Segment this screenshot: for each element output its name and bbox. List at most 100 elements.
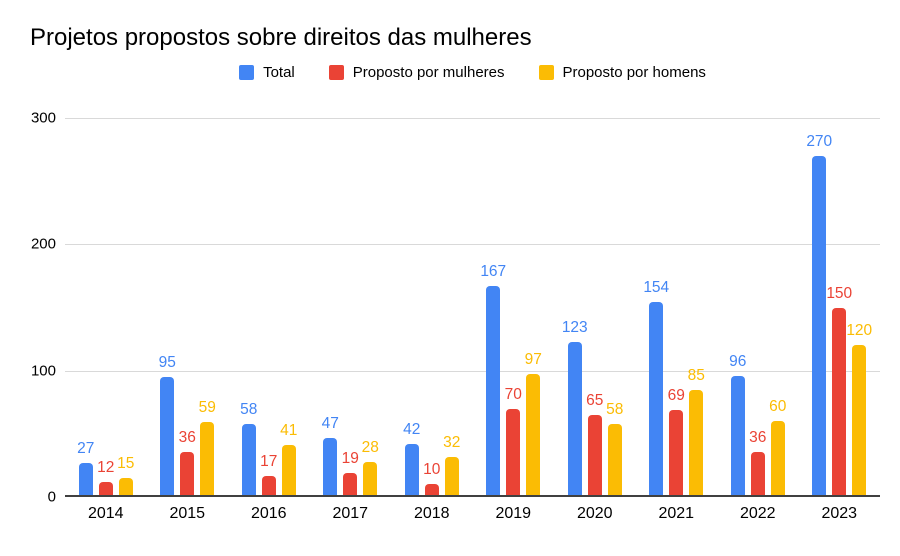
y-tick-label-300: 300 bbox=[30, 109, 56, 127]
bar-proposto-por-mulheres-2020: 65 bbox=[586, 392, 603, 497]
bar-group-2014: 27 12 15 bbox=[65, 118, 147, 497]
bar-proposto-por-mulheres-2023: 150 bbox=[826, 285, 852, 497]
bar-value-label: 167 bbox=[480, 263, 507, 281]
gridline-200 bbox=[65, 244, 880, 246]
bar-groups: 27 12 15 95 36 59 58 17 41 47 19 28 42 10 32 167 70 97 123… bbox=[65, 118, 880, 497]
bar-value-label: 65 bbox=[586, 391, 604, 409]
bar-value-label: 85 bbox=[687, 366, 705, 384]
gridline-300 bbox=[65, 118, 880, 119]
bar-value-label: 32 bbox=[443, 433, 461, 451]
legend-item-proposto-por-homens: Proposto por homens bbox=[538, 64, 706, 81]
bar-proposto-por-homens-2015: 59 bbox=[199, 399, 216, 497]
plot-area: 27 12 15 95 36 59 58 17 41 47 19 28 42 10 32 167 70 97 123… bbox=[65, 118, 880, 497]
x-tick-label-2014: 2014 bbox=[87, 505, 124, 522]
x-tick-label-2017: 2017 bbox=[332, 505, 369, 522]
bar-group-2023: 270 150 120 bbox=[799, 118, 881, 497]
chart-title: Projetos propostos sobre direitos das mu… bbox=[30, 24, 532, 51]
bar-proposto-por-mulheres-2014: 12 bbox=[97, 459, 114, 497]
bar-total-2022: 96 bbox=[729, 353, 746, 497]
bar-value-label: 17 bbox=[260, 452, 278, 470]
legend-label: Proposto por mulheres bbox=[352, 64, 505, 81]
bar-group-2017: 47 19 28 bbox=[310, 118, 392, 497]
y-axis: 0 100 200 300 bbox=[0, 110, 56, 506]
bar-value-label: 47 bbox=[321, 414, 339, 432]
bar-group-2020: 123 65 58 bbox=[554, 118, 636, 497]
bar-value-label: 270 bbox=[806, 132, 833, 150]
x-tick-label-2018: 2018 bbox=[413, 505, 450, 522]
legend-swatch-icon bbox=[328, 65, 344, 80]
bar-total-2021: 154 bbox=[643, 279, 669, 497]
bar-value-label: 28 bbox=[361, 438, 379, 456]
y-tick-label-200: 200 bbox=[30, 235, 56, 253]
y-tick-label-0: 0 bbox=[47, 488, 56, 506]
x-axis-baseline bbox=[65, 495, 880, 497]
bar-value-label: 42 bbox=[403, 420, 421, 438]
bar-value-label: 120 bbox=[846, 322, 873, 340]
bar-value-label: 70 bbox=[504, 385, 522, 403]
bar-value-label: 12 bbox=[97, 458, 115, 476]
bar-total-2017: 47 bbox=[322, 415, 339, 497]
bar-proposto-por-homens-2022: 60 bbox=[769, 398, 786, 497]
bar-value-label: 36 bbox=[749, 428, 767, 446]
bar-proposto-por-homens-2014: 15 bbox=[117, 455, 134, 497]
bar-proposto-por-homens-2021: 85 bbox=[688, 367, 705, 497]
bar-proposto-por-mulheres-2017: 19 bbox=[342, 450, 359, 497]
bar-value-label: 60 bbox=[769, 398, 787, 416]
bar-group-2019: 167 70 97 bbox=[473, 118, 555, 497]
legend-swatch-icon bbox=[239, 65, 255, 80]
legend-item-total: Total bbox=[239, 64, 295, 81]
bar-group-2021: 154 69 85 bbox=[636, 118, 718, 497]
bar-proposto-por-homens-2017: 28 bbox=[362, 439, 379, 497]
x-tick-label-2021: 2021 bbox=[658, 505, 695, 522]
bar-value-label: 69 bbox=[667, 386, 685, 404]
x-tick-label-2023: 2023 bbox=[821, 505, 858, 522]
bar-group-2016: 58 17 41 bbox=[228, 118, 310, 497]
x-tick-label-2022: 2022 bbox=[739, 505, 776, 522]
bar-value-label: 97 bbox=[524, 351, 542, 369]
bar-total-2019: 167 bbox=[480, 263, 506, 497]
bar-total-2015: 95 bbox=[159, 354, 176, 497]
gridline-100 bbox=[65, 370, 880, 372]
bar-value-label: 154 bbox=[643, 279, 670, 297]
bar-proposto-por-mulheres-2015: 36 bbox=[179, 429, 196, 497]
bar-value-label: 41 bbox=[280, 422, 298, 440]
bar-proposto-por-mulheres-2016: 17 bbox=[260, 453, 277, 497]
bar-proposto-por-homens-2016: 41 bbox=[280, 422, 297, 497]
bar-value-label: 123 bbox=[561, 318, 588, 336]
legend: Total Proposto por mulheres Proposto por h… bbox=[65, 64, 880, 81]
bar-proposto-por-homens-2018: 32 bbox=[443, 434, 460, 497]
bar-total-2020: 123 bbox=[562, 319, 588, 497]
legend-item-proposto-por-mulheres: Proposto por mulheres bbox=[328, 64, 505, 81]
x-axis: 2014 2015 2016 2017 2018 2019 2020 2021 2022 2023 bbox=[65, 505, 880, 523]
bar-value-label: 27 bbox=[77, 439, 95, 457]
bar-total-2018: 42 bbox=[403, 421, 420, 497]
bar-value-label: 59 bbox=[198, 399, 216, 417]
x-tick-label-2019: 2019 bbox=[495, 505, 532, 522]
bar-proposto-por-homens-2023: 120 bbox=[846, 322, 872, 497]
bar-total-2014: 27 bbox=[77, 440, 94, 497]
x-tick-label-2015: 2015 bbox=[169, 505, 206, 522]
y-tick-label-100: 100 bbox=[30, 362, 56, 380]
bar-total-2016: 58 bbox=[240, 401, 257, 497]
bar-group-2015: 95 36 59 bbox=[147, 118, 229, 497]
bar-group-2022: 96 36 60 bbox=[717, 118, 799, 497]
bar-proposto-por-mulheres-2022: 36 bbox=[749, 429, 766, 497]
bar-proposto-por-mulheres-2021: 69 bbox=[668, 387, 685, 497]
bar-proposto-por-mulheres-2019: 70 bbox=[505, 386, 522, 497]
legend-label: Proposto por homens bbox=[562, 64, 706, 81]
bar-proposto-por-homens-2019: 97 bbox=[525, 351, 542, 497]
bar-value-label: 10 bbox=[423, 461, 441, 479]
bar-value-label: 19 bbox=[341, 450, 359, 467]
x-tick-label-2016: 2016 bbox=[250, 505, 287, 522]
legend-label: Total bbox=[263, 64, 295, 81]
legend-swatch-icon bbox=[538, 65, 554, 80]
bar-total-2023: 270 bbox=[806, 133, 832, 497]
bar-value-label: 15 bbox=[117, 455, 135, 473]
bar-value-label: 58 bbox=[606, 400, 624, 418]
bar-value-label: 36 bbox=[178, 428, 196, 446]
bar-value-label: 150 bbox=[826, 284, 853, 302]
bar-proposto-por-mulheres-2018: 10 bbox=[423, 461, 440, 497]
bar-value-label: 58 bbox=[240, 400, 258, 418]
bar-value-label: 95 bbox=[158, 353, 176, 371]
